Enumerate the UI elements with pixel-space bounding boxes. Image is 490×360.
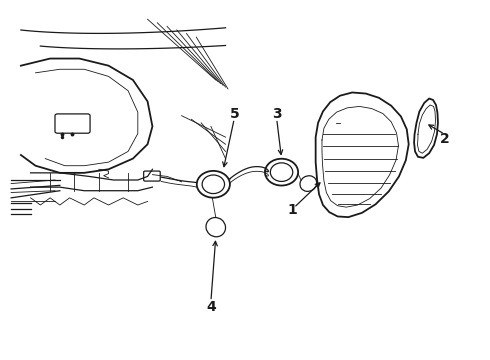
Ellipse shape — [197, 171, 230, 198]
Polygon shape — [316, 93, 409, 217]
Ellipse shape — [270, 163, 293, 181]
Text: 3: 3 — [272, 107, 281, 121]
Text: 5: 5 — [229, 107, 239, 121]
Ellipse shape — [300, 176, 317, 192]
Ellipse shape — [202, 175, 224, 194]
FancyBboxPatch shape — [144, 171, 160, 181]
Ellipse shape — [265, 159, 298, 185]
Polygon shape — [414, 99, 438, 158]
Text: 1: 1 — [288, 203, 297, 217]
Text: 2: 2 — [440, 132, 450, 146]
FancyBboxPatch shape — [55, 114, 90, 133]
Ellipse shape — [206, 217, 225, 237]
Text: 4: 4 — [206, 300, 216, 314]
